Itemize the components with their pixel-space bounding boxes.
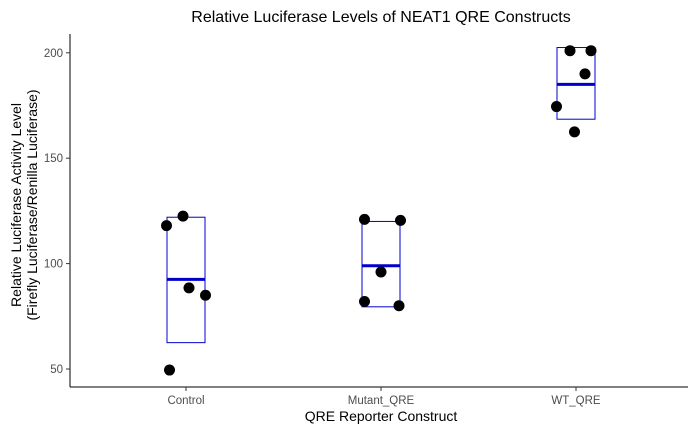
data-point bbox=[564, 45, 576, 57]
x-tick-label: WT_QRE bbox=[551, 395, 601, 407]
data-point bbox=[359, 296, 370, 308]
data-point bbox=[579, 68, 591, 80]
data-point bbox=[375, 266, 387, 278]
y-tick-label: 100 bbox=[44, 259, 63, 271]
data-point bbox=[551, 101, 562, 113]
x-tick-label: Control bbox=[167, 395, 204, 407]
data-point bbox=[200, 289, 211, 301]
data-point bbox=[569, 126, 580, 138]
y-tick-label: 200 bbox=[44, 48, 63, 60]
y-tick-label: 50 bbox=[50, 364, 63, 376]
x-axis-title: QRE Reporter Construct bbox=[305, 408, 458, 424]
plot-area: 50 100 150 200 Control Mutant_QRE WT_QRE bbox=[44, 34, 688, 407]
data-point bbox=[161, 220, 172, 232]
data-point bbox=[164, 364, 175, 376]
data-point bbox=[585, 45, 597, 57]
data-point bbox=[393, 300, 405, 312]
data-point bbox=[183, 282, 195, 294]
data-point bbox=[395, 214, 406, 226]
chart-title: Relative Luciferase Levels of NEAT1 QRE … bbox=[191, 9, 570, 26]
y-axis-title-line1: Relative Luciferase Activity Level bbox=[8, 103, 24, 307]
range-box bbox=[361, 220, 401, 308]
x-tick-label: Mutant_QRE bbox=[348, 395, 415, 407]
data-point bbox=[177, 210, 189, 222]
y-tick-label: 150 bbox=[44, 153, 63, 165]
data-point bbox=[359, 213, 370, 225]
y-axis-title-line2: (Firefly Luciferase/Renilla Luciferase) bbox=[24, 89, 40, 320]
